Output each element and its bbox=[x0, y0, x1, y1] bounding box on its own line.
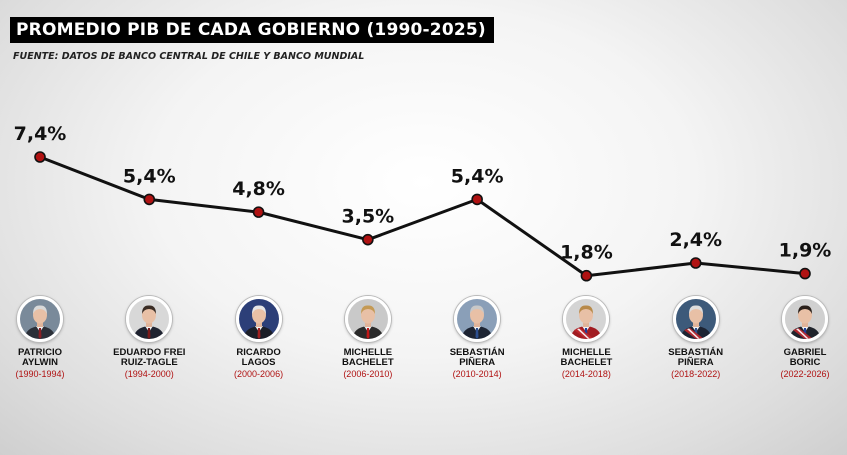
data-label: 1,8% bbox=[560, 242, 613, 264]
data-point bbox=[689, 257, 702, 269]
government-period: (1990-1994) bbox=[15, 369, 65, 379]
president-name: EDUARDO FREI RUIZ-TAGLE bbox=[113, 347, 186, 368]
president-portrait-icon bbox=[782, 296, 828, 342]
data-point bbox=[252, 206, 265, 218]
data-label: 1,9% bbox=[779, 240, 832, 262]
government-item: SEBASTIÁN PIÑERA (2010-2014) bbox=[417, 296, 537, 379]
government-item: PATRICIO AYLWIN (1990-1994) bbox=[0, 296, 100, 379]
president-portrait-icon bbox=[563, 296, 610, 342]
government-period: (2000-2006) bbox=[234, 369, 284, 379]
president-portrait-icon bbox=[235, 296, 282, 342]
president-name: GABRIEL BORIC bbox=[783, 347, 827, 368]
president-portrait-icon bbox=[17, 296, 63, 342]
data-point bbox=[799, 267, 811, 280]
government-period: (1994-2000) bbox=[124, 369, 174, 379]
government-item: RICARDO LAGOS (2000-2006) bbox=[199, 296, 319, 379]
data-point bbox=[34, 151, 46, 163]
data-label: 5,4% bbox=[451, 165, 504, 187]
data-label: 2,4% bbox=[669, 229, 722, 251]
data-label: 5,4% bbox=[123, 165, 176, 187]
president-name: SEBASTIÁN PIÑERA bbox=[668, 347, 724, 368]
government-period: (2006-2010) bbox=[343, 369, 393, 379]
government-item: GABRIEL BORIC (2022-2026) bbox=[745, 296, 847, 379]
gdp-line-chart: 7,4% 5,4% 4,8% 3,5% 5,4% 1,8% 2,4% 1,9% bbox=[14, 123, 832, 282]
president-name: PATRICIO AYLWIN bbox=[18, 347, 62, 368]
data-label: 4,8% bbox=[232, 178, 285, 200]
government-item: EDUARDO FREI RUIZ-TAGLE (1994-2000) bbox=[89, 296, 209, 379]
government-item: MICHELLE BACHELET (2014-2018) bbox=[526, 296, 646, 379]
data-point bbox=[362, 233, 374, 246]
government-item: SEBASTIÁN PIÑERA (2018-2022) bbox=[636, 296, 756, 379]
chart-title: PROMEDIO PIB DE CADA GOBIERNO (1990-2025… bbox=[10, 17, 494, 43]
president-portrait-icon bbox=[344, 296, 391, 342]
president-name: SEBASTIÁN PIÑERA bbox=[449, 347, 505, 368]
data-label: 7,4% bbox=[14, 123, 67, 145]
government-period: (2014-2018) bbox=[561, 369, 611, 379]
chart-source: FUENTE: DATOS DE BANCO CENTRAL DE CHILE … bbox=[13, 51, 365, 62]
data-point bbox=[471, 193, 483, 206]
president-name: MICHELLE BACHELET bbox=[560, 347, 613, 368]
government-period: (2010-2014) bbox=[452, 369, 502, 379]
president-name: MICHELLE BACHELET bbox=[341, 347, 394, 368]
data-point bbox=[143, 193, 156, 206]
data-point bbox=[580, 269, 593, 282]
government-item: MICHELLE BACHELET (2006-2010) bbox=[308, 296, 428, 379]
government-period: (2022-2026) bbox=[780, 369, 830, 379]
president-name: RICARDO LAGOS bbox=[236, 347, 281, 368]
president-portrait-icon bbox=[454, 296, 501, 342]
president-portrait-icon bbox=[126, 296, 173, 342]
president-portrait-icon bbox=[672, 296, 719, 342]
data-label: 3,5% bbox=[342, 206, 395, 228]
government-period: (2018-2022) bbox=[671, 369, 721, 379]
gdp-series-line bbox=[39, 155, 806, 278]
